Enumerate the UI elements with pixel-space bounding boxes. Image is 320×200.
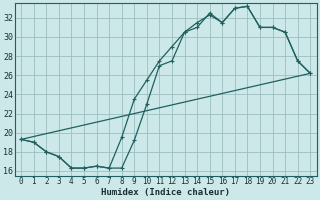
X-axis label: Humidex (Indice chaleur): Humidex (Indice chaleur) <box>101 188 230 197</box>
